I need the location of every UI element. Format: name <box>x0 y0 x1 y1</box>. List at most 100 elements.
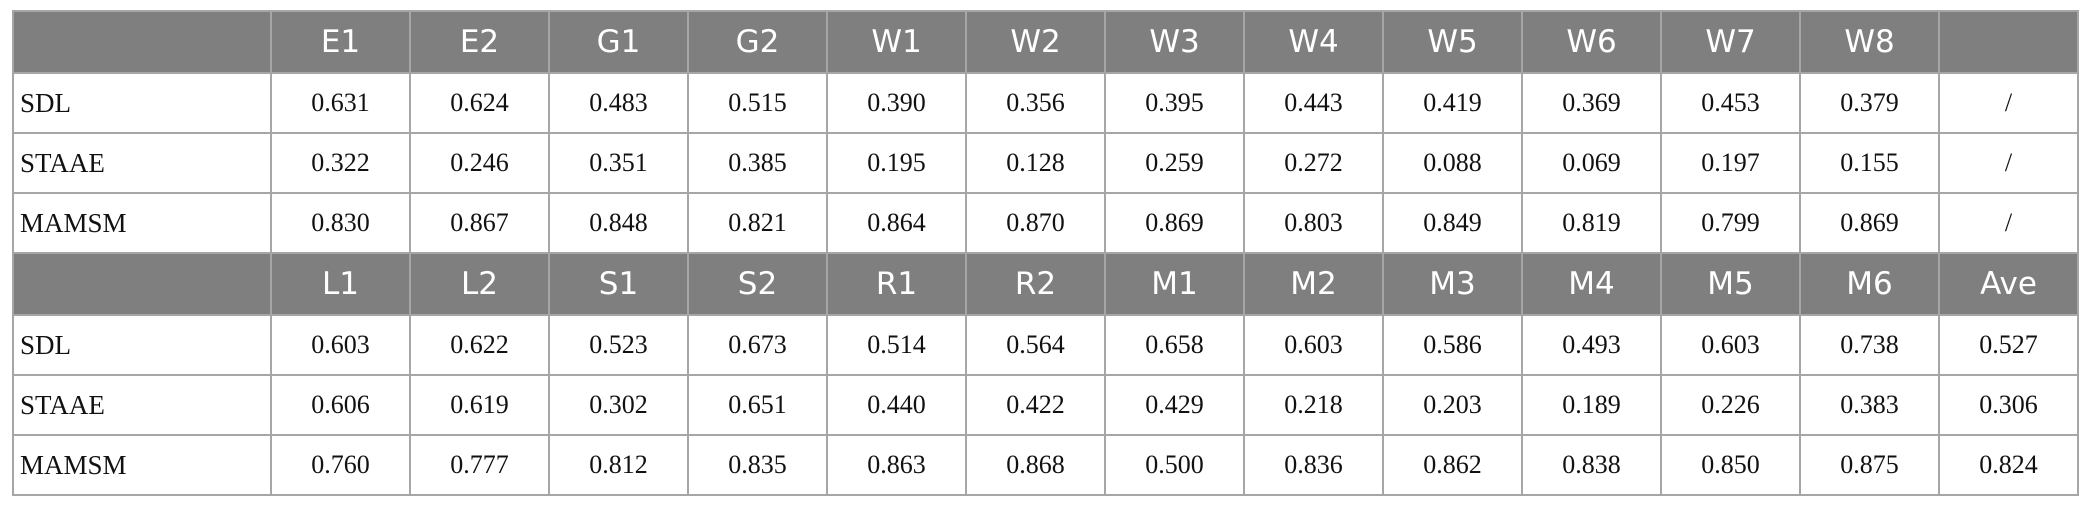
value-cell: 0.631 <box>270 72 411 134</box>
value-cell: 0.493 <box>1521 314 1662 376</box>
value-cell: 0.824 <box>1938 434 2079 496</box>
value-cell: 0.197 <box>1660 132 1801 194</box>
value-cell: 0.603 <box>270 314 411 376</box>
value-cell: 0.875 <box>1799 434 1940 496</box>
value-cell: / <box>1938 132 2079 194</box>
value-cell: 0.128 <box>965 132 1106 194</box>
value-cell: 0.514 <box>826 314 967 376</box>
value-cell: 0.226 <box>1660 374 1801 436</box>
column-header: W6 <box>1521 10 1662 74</box>
column-header <box>1938 10 2079 74</box>
column-header: Ave <box>1938 252 2079 316</box>
column-header: R1 <box>826 252 967 316</box>
value-cell: 0.390 <box>826 72 967 134</box>
value-cell: 0.821 <box>687 192 828 254</box>
column-header: S1 <box>548 252 689 316</box>
header-corner-cell <box>12 252 272 316</box>
column-header: W2 <box>965 10 1106 74</box>
value-cell: 0.624 <box>409 72 550 134</box>
value-cell: 0.356 <box>965 72 1106 134</box>
value-cell: 0.850 <box>1660 434 1801 496</box>
value-cell: 0.440 <box>826 374 967 436</box>
table-row: SDL 0.631 0.624 0.483 0.515 0.390 0.356 0.395 0.… <box>12 72 2079 134</box>
column-header: G1 <box>548 10 689 74</box>
value-cell: 0.867 <box>409 192 550 254</box>
value-cell: 0.443 <box>1243 72 1384 134</box>
value-cell: 0.527 <box>1938 314 2079 376</box>
value-cell: 0.651 <box>687 374 828 436</box>
column-header: L2 <box>409 252 550 316</box>
value-cell: 0.622 <box>409 314 550 376</box>
value-cell: 0.658 <box>1104 314 1245 376</box>
value-cell: 0.586 <box>1382 314 1523 376</box>
results-table-container: E1 E2 G1 G2 W1 W2 W3 W4 W5 W6 W7 W8 SDL 0.631 0.624 0.4… <box>12 10 2079 496</box>
value-cell: 0.379 <box>1799 72 1940 134</box>
value-cell: 0.606 <box>270 374 411 436</box>
value-cell: 0.830 <box>270 192 411 254</box>
column-header: G2 <box>687 10 828 74</box>
header-row: E1 E2 G1 G2 W1 W2 W3 W4 W5 W6 W7 W8 <box>12 10 2079 74</box>
value-cell: 0.869 <box>1799 192 1940 254</box>
value-cell: 0.777 <box>409 434 550 496</box>
value-cell: 0.429 <box>1104 374 1245 436</box>
column-header: W1 <box>826 10 967 74</box>
value-cell: 0.483 <box>548 72 689 134</box>
row-label: STAAE <box>12 374 272 436</box>
value-cell: / <box>1938 72 2079 134</box>
column-header: W3 <box>1104 10 1245 74</box>
value-cell: 0.195 <box>826 132 967 194</box>
value-cell: 0.835 <box>687 434 828 496</box>
value-cell: 0.369 <box>1521 72 1662 134</box>
column-header: R2 <box>965 252 1106 316</box>
value-cell: 0.500 <box>1104 434 1245 496</box>
value-cell: 0.395 <box>1104 72 1245 134</box>
column-header: W5 <box>1382 10 1523 74</box>
value-cell: 0.523 <box>548 314 689 376</box>
value-cell: 0.069 <box>1521 132 1662 194</box>
value-cell: 0.603 <box>1243 314 1384 376</box>
column-header: W4 <box>1243 10 1384 74</box>
table-row: MAMSM 0.830 0.867 0.848 0.821 0.864 0.870 0.869… <box>12 192 2079 254</box>
column-header: M3 <box>1382 252 1523 316</box>
column-header: E1 <box>270 10 411 74</box>
value-cell: 0.838 <box>1521 434 1662 496</box>
value-cell: 0.189 <box>1521 374 1662 436</box>
row-label: STAAE <box>12 132 272 194</box>
value-cell: 0.864 <box>826 192 967 254</box>
value-cell: 0.803 <box>1243 192 1384 254</box>
value-cell: 0.738 <box>1799 314 1940 376</box>
value-cell: 0.302 <box>548 374 689 436</box>
value-cell: 0.812 <box>548 434 689 496</box>
table-row: SDL 0.603 0.622 0.523 0.673 0.514 0.564 0.658 0.… <box>12 314 2079 376</box>
column-header: M4 <box>1521 252 1662 316</box>
value-cell: 0.863 <box>826 434 967 496</box>
value-cell: 0.322 <box>270 132 411 194</box>
value-cell: 0.673 <box>687 314 828 376</box>
value-cell: 0.799 <box>1660 192 1801 254</box>
row-label: MAMSM <box>12 434 272 496</box>
results-table: E1 E2 G1 G2 W1 W2 W3 W4 W5 W6 W7 W8 SDL 0.631 0.624 0.4… <box>12 10 2079 496</box>
value-cell: 0.760 <box>270 434 411 496</box>
value-cell: 0.351 <box>548 132 689 194</box>
value-cell: 0.836 <box>1243 434 1384 496</box>
value-cell: 0.246 <box>409 132 550 194</box>
header-corner-cell <box>12 10 272 74</box>
table-row: STAAE 0.322 0.246 0.351 0.385 0.195 0.128 0.259… <box>12 132 2079 194</box>
column-header: W7 <box>1660 10 1801 74</box>
value-cell: 0.453 <box>1660 72 1801 134</box>
value-cell: 0.422 <box>965 374 1106 436</box>
value-cell: 0.515 <box>687 72 828 134</box>
value-cell: 0.259 <box>1104 132 1245 194</box>
row-label: SDL <box>12 72 272 134</box>
value-cell: 0.862 <box>1382 434 1523 496</box>
header-row: L1 L2 S1 S2 R1 R2 M1 M2 M3 M4 M5 M6 Ave <box>12 252 2079 316</box>
column-header: M5 <box>1660 252 1801 316</box>
value-cell: 0.385 <box>687 132 828 194</box>
value-cell: 0.272 <box>1243 132 1384 194</box>
value-cell: 0.869 <box>1104 192 1245 254</box>
table-row: MAMSM 0.760 0.777 0.812 0.835 0.863 0.868 0.500… <box>12 434 2079 496</box>
value-cell: 0.619 <box>409 374 550 436</box>
value-cell: 0.564 <box>965 314 1106 376</box>
value-cell: 0.088 <box>1382 132 1523 194</box>
value-cell: 0.218 <box>1243 374 1384 436</box>
